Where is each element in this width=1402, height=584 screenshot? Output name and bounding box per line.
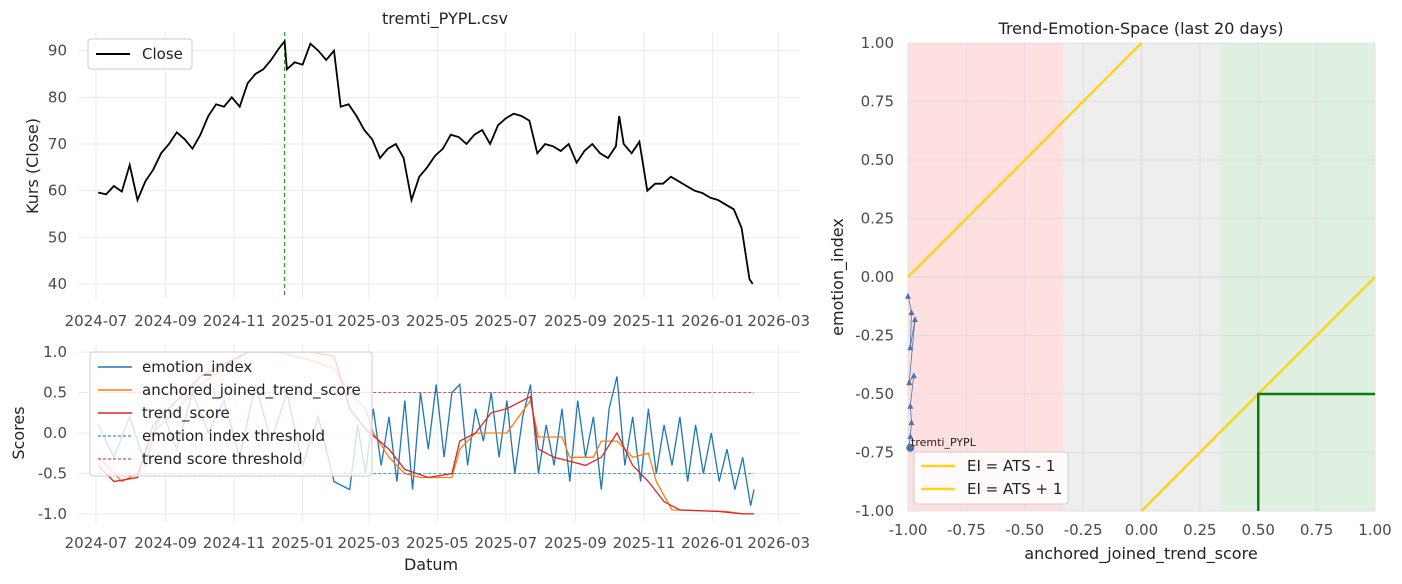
y-tick-label: -0.75 — [855, 444, 894, 462]
x-tick-label: 2025-09 — [544, 534, 607, 552]
x-tick-label: 2025-09 — [544, 312, 607, 330]
trajectory-point — [907, 344, 914, 351]
y-tick-label: 0.5 — [43, 384, 67, 402]
x-tick-label: 2025-03 — [337, 534, 400, 552]
legend-label-emotion-index-threshold: emotion index threshold — [142, 427, 325, 445]
y-tick-label: 0.00 — [861, 268, 894, 286]
x-tick-label: 2025-01 — [271, 534, 334, 552]
y-tick-label: -0.50 — [855, 385, 894, 403]
x-tick-label: 0.00 — [1125, 521, 1158, 539]
y-axis-label: Kurs (Close) — [23, 118, 42, 214]
x-tick-label: 2025-11 — [613, 534, 676, 552]
y-tick-labels: 1.00 0.75 0.50 0.25 0.00 -0.25 -0.50 -0.75 -1.00 — [855, 34, 894, 520]
y-tick-label: -1.00 — [855, 502, 894, 520]
trajectory — [905, 292, 919, 452]
y-axis-label: Scores — [9, 406, 28, 459]
trend-emotion-space-chart: Trend-Emotion-Space (last 20 days) tremt… — [828, 19, 1392, 564]
y-tick-label: 1.0 — [43, 343, 67, 361]
legend-label-ei-ats-minus-1: EI = ATS - 1 — [967, 457, 1055, 475]
x-tick-label: 2025-07 — [474, 534, 537, 552]
legend-label-emotion-index: emotion_index — [142, 358, 252, 377]
x-tick-label: 2024-07 — [65, 312, 128, 330]
y-tick-label: -1.0 — [38, 505, 67, 523]
y-tick-label: 90 — [48, 42, 67, 60]
y-tick-label: 80 — [48, 88, 67, 106]
chart-title: tremti_PYPL.csv — [382, 9, 508, 29]
x-tick-label: 0.50 — [1242, 521, 1275, 539]
y-tick-label: 40 — [48, 275, 67, 293]
x-tick-labels: -1.00 -0.75 -0.50 -0.25 0.00 0.25 0.50 0.75 1.00 — [889, 521, 1392, 539]
reference-line-ei-ats-1 — [907, 42, 1143, 278]
x-tick-label: 2024-09 — [134, 312, 197, 330]
legend-frame — [87, 38, 193, 70]
scores-chart: -1.0-0.50.00.51.0 2024-07 2024-09 2024-11 2… — [9, 343, 810, 574]
x-tick-label: 0.25 — [1183, 521, 1216, 539]
trajectory-point — [907, 402, 914, 409]
grid — [78, 32, 800, 298]
legend-label-trend-score-threshold: trend score threshold — [142, 450, 302, 468]
x-tick-labels: 2024-07 2024-09 2024-11 2025-01 2025-03 2025-… — [65, 312, 810, 330]
legend-label-ei-ats-plus-1: EI = ATS + 1 — [967, 480, 1062, 498]
x-tick-label: 2025-07 — [474, 312, 537, 330]
x-axis-label: anchored_joined_trend_score — [1024, 544, 1257, 564]
x-tick-label: 2025-03 — [337, 312, 400, 330]
trajectory-point — [908, 419, 915, 426]
x-tick-label: 2025-05 — [406, 312, 469, 330]
x-axis-label: Datum — [404, 555, 458, 574]
legend: EI = ATS - 1 EI = ATS + 1 — [913, 451, 1069, 505]
legend-label-close: Close — [142, 45, 183, 63]
x-tick-label: 0.75 — [1300, 521, 1333, 539]
y-tick-labels: -1.0 -0.5 0.0 0.5 1.0 — [38, 343, 67, 523]
trajectory-point — [906, 379, 913, 386]
x-tick-label: 1.00 — [1358, 521, 1391, 539]
legend: Close — [87, 38, 193, 70]
trajectory-end-point — [906, 443, 915, 452]
x-tick-label: 2024-11 — [203, 534, 266, 552]
x-tick-labels: 2024-07 2024-09 2024-11 2025-01 2025-03 2025-… — [65, 534, 810, 552]
trajectory-point — [905, 292, 911, 299]
x-tick-label: -0.50 — [1005, 521, 1044, 539]
y-tick-label: -0.5 — [38, 464, 67, 482]
x-tick-label: 2024-11 — [203, 312, 266, 330]
chart-title: Trend-Emotion-Space (last 20 days) — [998, 19, 1284, 38]
y-axis-label: emotion_index — [828, 218, 848, 336]
x-tick-label: -0.75 — [947, 521, 986, 539]
y-tick-labels: 40 50 60 70 80 90 — [48, 42, 67, 293]
y-tick-label: 50 — [48, 228, 67, 246]
y-tick-label: 0.0 — [43, 424, 67, 442]
y-tick-label: 0.75 — [861, 93, 894, 111]
target-zone-outline — [1257, 392, 1375, 511]
x-tick-label: 2024-09 — [134, 534, 197, 552]
legend-label-anchored-joined-trend-score: anchored_joined_trend_score — [142, 381, 361, 400]
x-tick-label: 2026-03 — [747, 312, 810, 330]
x-tick-label: -0.25 — [1064, 521, 1103, 539]
legend-frame — [89, 351, 373, 477]
x-tick-label: 2024-07 — [65, 534, 128, 552]
y-tick-label: 70 — [48, 135, 67, 153]
x-tick-label: -1.00 — [889, 521, 928, 539]
y-tick-label: -0.25 — [855, 327, 894, 345]
trajectory-point — [908, 309, 915, 316]
series-line-close — [97, 38, 754, 285]
y-tick-label: 0.25 — [861, 210, 894, 228]
trajectory-point — [907, 433, 914, 440]
trajectory-point — [912, 316, 919, 323]
x-tick-label: 2025-01 — [271, 312, 334, 330]
x-tick-label: 2026-03 — [747, 534, 810, 552]
trajectory-point — [910, 372, 917, 379]
y-tick-label: 1.00 — [861, 34, 894, 52]
x-tick-label: 2025-05 — [406, 534, 469, 552]
x-tick-label: 2026-01 — [681, 534, 744, 552]
x-tick-label: 2025-11 — [613, 312, 676, 330]
x-tick-label: 2026-01 — [681, 312, 744, 330]
y-tick-label: 60 — [48, 182, 67, 200]
legend-label-trend-score: trend_score — [142, 404, 230, 423]
point-annotation: tremti_PYPL — [911, 436, 977, 449]
y-tick-label: 0.50 — [861, 151, 894, 169]
legend: emotion_index anchored_joined_trend_scor… — [89, 351, 373, 477]
